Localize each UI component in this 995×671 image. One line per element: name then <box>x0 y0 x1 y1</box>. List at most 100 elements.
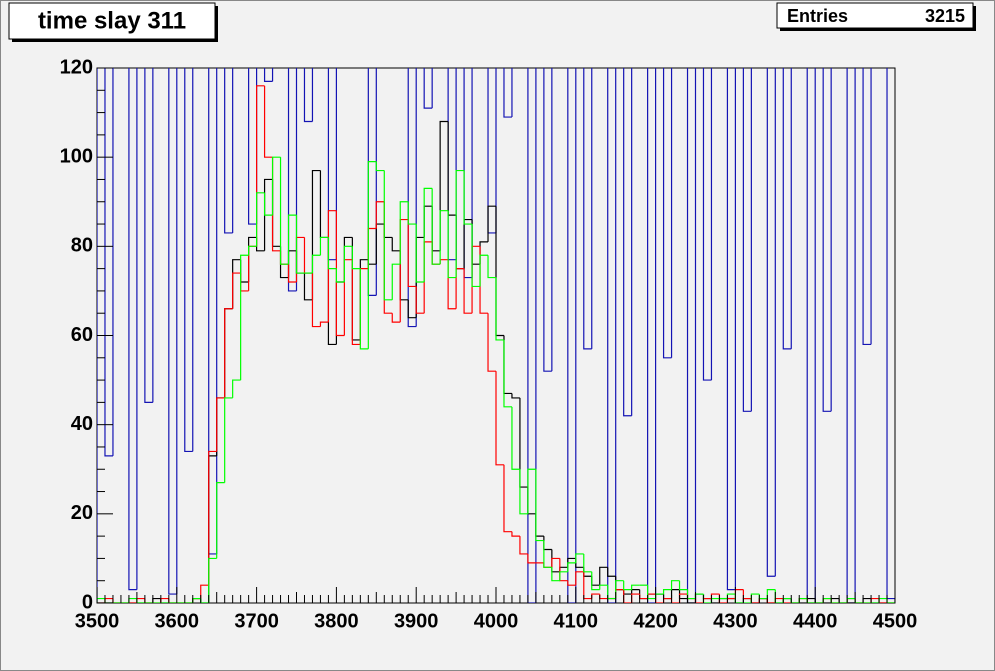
histogram-bin <box>583 68 592 350</box>
histogram-bin <box>248 245 257 256</box>
histogram-bin <box>607 567 616 577</box>
histogram-bin <box>647 68 656 603</box>
histogram-bin <box>359 268 369 350</box>
histogram-bin <box>455 68 457 260</box>
histogram-bin <box>351 259 361 346</box>
histogram-bin <box>375 161 385 172</box>
histogram-bin <box>415 286 425 314</box>
histogram-bin <box>495 277 504 341</box>
histogram-bin <box>263 85 273 158</box>
stats-label: Entries <box>787 6 848 26</box>
histogram-bin <box>599 566 608 586</box>
histogram-bin <box>311 254 321 274</box>
histogram-bin <box>551 68 553 372</box>
histogram-bin <box>232 379 241 398</box>
histogram-bin <box>543 68 552 372</box>
histogram-bin <box>287 264 297 283</box>
histogram-bin <box>423 187 433 282</box>
histogram-bin <box>287 214 297 265</box>
histogram-bin <box>431 188 441 265</box>
histogram-bin <box>216 68 218 554</box>
histogram-bin <box>591 571 600 591</box>
histogram-bin <box>495 371 504 466</box>
histogram-bin <box>631 584 640 590</box>
histogram-bin <box>279 157 289 265</box>
histogram-bin <box>710 68 713 381</box>
histogram-bin <box>623 580 632 591</box>
histogram-bin <box>607 68 616 603</box>
histogram-bin <box>487 313 496 372</box>
histogram-bin <box>271 156 281 216</box>
histogram-bin <box>248 68 257 225</box>
histogram-bin <box>511 531 520 537</box>
histogram-bin <box>208 450 217 586</box>
histogram-bin <box>327 237 337 270</box>
title-box <box>8 2 216 40</box>
histogram-bin <box>232 68 234 233</box>
y-tick-label: 120 <box>60 56 93 78</box>
histogram-bin <box>726 68 736 591</box>
histogram-bin <box>670 580 680 590</box>
histogram-bin <box>319 236 329 256</box>
histogram-bin <box>575 571 584 586</box>
histogram-bin <box>112 68 114 456</box>
histogram-bin <box>224 308 233 398</box>
histogram-bin <box>407 68 417 328</box>
histogram-bin <box>551 557 560 568</box>
histogram-bin <box>335 68 337 260</box>
histogram-bin <box>519 469 528 515</box>
histogram-bin <box>487 255 496 279</box>
histogram-bin <box>216 482 225 559</box>
histogram-bin <box>415 224 425 283</box>
histogram-bin <box>176 68 178 595</box>
histogram-bin <box>599 584 608 590</box>
histogram-bin <box>559 571 568 581</box>
histogram-bin <box>391 237 401 252</box>
histogram-bin <box>463 268 473 314</box>
histogram-bin <box>543 540 552 568</box>
x-tick-label: 3900 <box>394 610 439 632</box>
histogram-bin <box>670 68 673 358</box>
histogram-bin <box>216 397 225 452</box>
histogram-bin <box>208 557 217 603</box>
x-tick-label: 3500 <box>75 610 120 632</box>
histogram-bin <box>527 468 536 514</box>
histogram-bin <box>591 68 593 349</box>
histogram-bin <box>104 68 113 457</box>
histogram-bin <box>662 68 672 359</box>
histogram-bin <box>192 68 194 452</box>
histogram-bin <box>862 68 872 346</box>
histogram-bin <box>766 68 776 577</box>
histogram-bin <box>383 170 393 301</box>
x-tick-label: 4400 <box>793 610 838 632</box>
histogram-bin <box>439 210 449 265</box>
histogram-bin <box>503 464 512 533</box>
histogram-bin <box>263 68 273 82</box>
histogram-bin <box>168 68 177 595</box>
histogram-bin <box>527 553 536 564</box>
x-tick-label: 3700 <box>234 610 279 632</box>
histogram-bin <box>144 68 153 403</box>
histogram-bin <box>487 205 496 242</box>
histogram-bin <box>830 68 832 412</box>
histogram-bin <box>471 224 481 288</box>
histogram-bin <box>391 313 401 323</box>
histogram-bin <box>567 580 576 586</box>
histogram-bin <box>790 68 792 349</box>
histogram-bin <box>343 245 353 282</box>
histogram-bin <box>511 406 520 470</box>
y-tick-label: 40 <box>71 413 93 435</box>
histogram-bin <box>136 68 138 590</box>
y-tick-label: 80 <box>71 235 93 257</box>
y-tick-label: 0 <box>82 591 93 613</box>
histogram-bin <box>870 68 872 345</box>
histogram-bin <box>303 273 313 301</box>
histogram-bin <box>615 68 617 603</box>
histogram-bin <box>256 192 265 247</box>
histogram-bin <box>702 68 712 381</box>
histogram-bin <box>97 597 105 603</box>
histogram-bin <box>240 254 249 381</box>
histogram-bin <box>184 68 193 453</box>
histogram-bin <box>311 273 321 328</box>
